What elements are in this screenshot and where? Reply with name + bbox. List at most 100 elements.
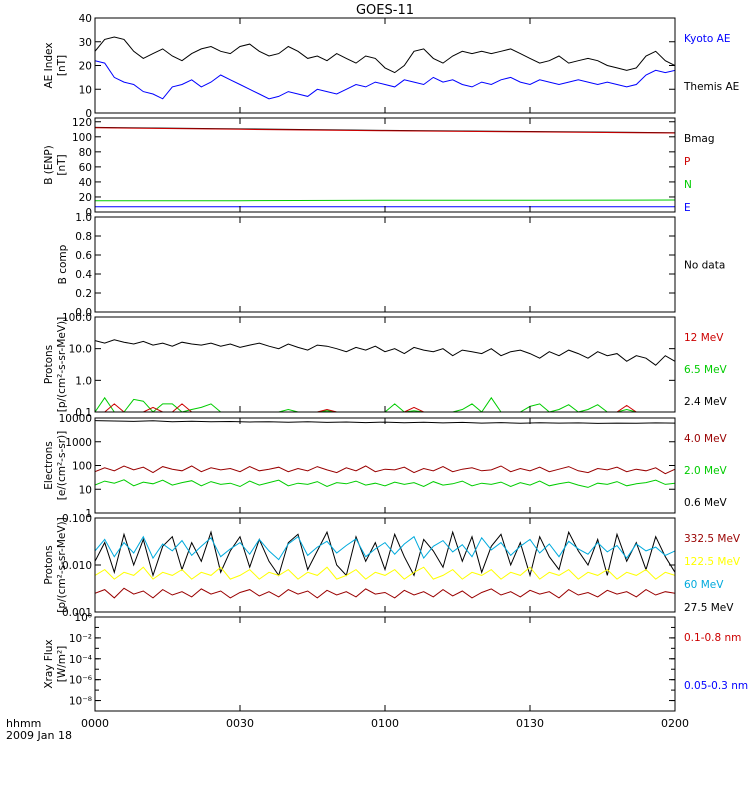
y-tick-label: 20	[79, 61, 92, 73]
legend-entry: 27.5 MeV	[684, 602, 734, 614]
y-tick-label: 10⁻⁸	[69, 696, 92, 708]
legend-entry: 4.0 MeV	[684, 433, 728, 445]
legend-entry: 0.6 MeV	[684, 497, 728, 509]
series-line-n	[95, 199, 675, 202]
date-label: 2009 Jan 18	[6, 729, 72, 742]
series-line-2-4-mev	[95, 339, 675, 366]
y-tick-label: 0.6	[75, 250, 92, 262]
legend-entry: E	[684, 202, 691, 214]
panel-ylabel: Xray Flux	[43, 639, 55, 688]
y-tick-label: 1000	[65, 437, 92, 449]
panel-xray: 10⁻⁸ 10⁻⁶ 10⁻⁴ 10⁻² 10⁰ Xray Flux [W/m²] 0.1-0.…	[43, 612, 748, 712]
legend-entry: 0.05-0.3 nm	[684, 680, 748, 692]
y-tick-label: 100	[72, 132, 92, 144]
y-tick-label: 1.0	[75, 375, 92, 387]
legend-entry: 6.5 MeV	[684, 364, 728, 376]
y-tick-label: 0	[85, 108, 92, 120]
panel-ylabel: [nT]	[56, 55, 68, 76]
panel-ylabel: B comp	[57, 244, 69, 284]
y-tick-label: 10⁰	[74, 612, 92, 624]
y-tick-label: 40	[79, 13, 92, 25]
y-tick-label: 100.0	[62, 312, 92, 324]
plot-title: GOES-11	[356, 3, 414, 18]
y-tick-label: 100	[72, 461, 92, 473]
panel-series	[95, 339, 675, 412]
y-tick-label: 0.010	[62, 560, 92, 572]
y-tick-label: 40	[79, 177, 92, 189]
panel-frame	[94, 216, 676, 313]
panel-ylabel: [e/(cm²-s-sr)]	[56, 431, 68, 500]
series-line-6-5-mev	[95, 396, 675, 412]
y-tick-label: 10000	[59, 413, 92, 425]
time-axis-label: hhmm	[6, 717, 41, 730]
panel-protons_low: 0.1 1.0 10.0 100.0 Protons [p/(cm²-s-sr-MeV)]…	[43, 312, 728, 419]
y-tick-label: 10⁻⁴	[69, 654, 92, 666]
series-line-4-0-mev	[95, 465, 675, 475]
panel-b_comp: 0.0 0.2 0.4 0.6 0.8 1.0 B comp No data	[57, 212, 725, 319]
series-line-themis-ae	[95, 36, 675, 74]
y-tick-label: 120	[72, 117, 92, 129]
legend-entry: 0.1-0.8 nm	[684, 632, 741, 644]
panel-frame	[94, 417, 676, 514]
panel-ae: 0 10 20 30 40 AE Index [nT] Kyoto AE Themis AE	[43, 13, 739, 120]
series-line-27-5-mev	[95, 530, 675, 578]
y-tick-label: 0.4	[75, 269, 92, 281]
panel-series	[95, 126, 675, 208]
panel-b_enp: 0 20 40 60 80 100 120 B (ENP) [nT] Bmag PNE	[43, 117, 715, 219]
y-tick-label: 80	[79, 147, 92, 159]
y-tick-label: 30	[79, 37, 92, 49]
legend-entry: 122.5 MeV	[684, 556, 741, 568]
legend-entry: Kyoto AE	[684, 33, 730, 45]
series-line-60-mev	[95, 535, 675, 561]
legend-entry: 60 MeV	[684, 579, 724, 591]
x-tick-label: 0030	[226, 717, 254, 730]
legend-entry: Bmag	[684, 133, 715, 145]
panel-series	[95, 530, 675, 599]
panel-ylabel: [p/(cm²-s-sr-MeV)]	[56, 517, 68, 612]
x-tick-label: 0100	[371, 717, 399, 730]
panel-ylabel: Electrons	[43, 441, 55, 490]
panel-frame	[94, 17, 676, 114]
x-tick-label: 0000	[81, 717, 109, 730]
y-tick-label: 0.1	[75, 407, 92, 419]
panel-protons_high: 0.001 0.010 0.100 Protons [p/(cm²-s-sr-MeV)]…	[43, 513, 741, 619]
panel-electrons: 1 10 100 1000 10000 Electrons [e/(cm²-s-sr)] 4.…	[43, 413, 728, 520]
y-tick-label: 10	[79, 84, 92, 96]
series-line-122-5-mev	[95, 566, 675, 580]
panel-ylabel: [nT]	[56, 154, 68, 175]
y-tick-label: 0.100	[62, 513, 92, 525]
legend-entry: P	[684, 156, 690, 168]
series-line-332-5-mev	[95, 587, 675, 599]
legend-entry: 2.0 MeV	[684, 465, 728, 477]
y-tick-label: 10.0	[69, 344, 92, 356]
y-tick-label: 0	[85, 207, 92, 219]
series-line-2-0-mev	[95, 479, 675, 488]
y-tick-label: 1	[85, 508, 92, 520]
x-tick-label: 0200	[661, 717, 689, 730]
panel-ylabel: B (ENP)	[43, 145, 55, 185]
panel-ylabel: Protons	[43, 545, 55, 584]
panel-frame	[94, 616, 676, 712]
y-tick-label: 0.001	[62, 607, 92, 619]
panel-ylabel: AE Index	[43, 42, 55, 88]
y-tick-label: 0.8	[75, 231, 92, 243]
y-tick-label: 10⁻⁶	[69, 675, 92, 687]
panel-series	[95, 36, 675, 100]
panel-series	[95, 420, 675, 488]
y-tick-label: 1.0	[75, 212, 92, 224]
legend-entry: 2.4 MeV	[684, 396, 728, 408]
legend-entry: 332.5 MeV	[684, 533, 741, 545]
series-line-p	[95, 127, 675, 134]
y-tick-label: 20	[79, 192, 92, 204]
panel-frame	[94, 316, 676, 413]
time-axis: 0000 0030 0100 0130 0200	[81, 717, 689, 730]
x-tick-label: 0130	[516, 717, 544, 730]
legend-entry: Themis AE	[683, 81, 739, 93]
legend-entry: No data	[684, 260, 725, 272]
panel-ylabel: Protons	[43, 345, 55, 384]
y-tick-label: 0.2	[75, 288, 92, 300]
legend-entry: N	[684, 179, 692, 191]
y-tick-label: 10⁻²	[69, 633, 92, 645]
